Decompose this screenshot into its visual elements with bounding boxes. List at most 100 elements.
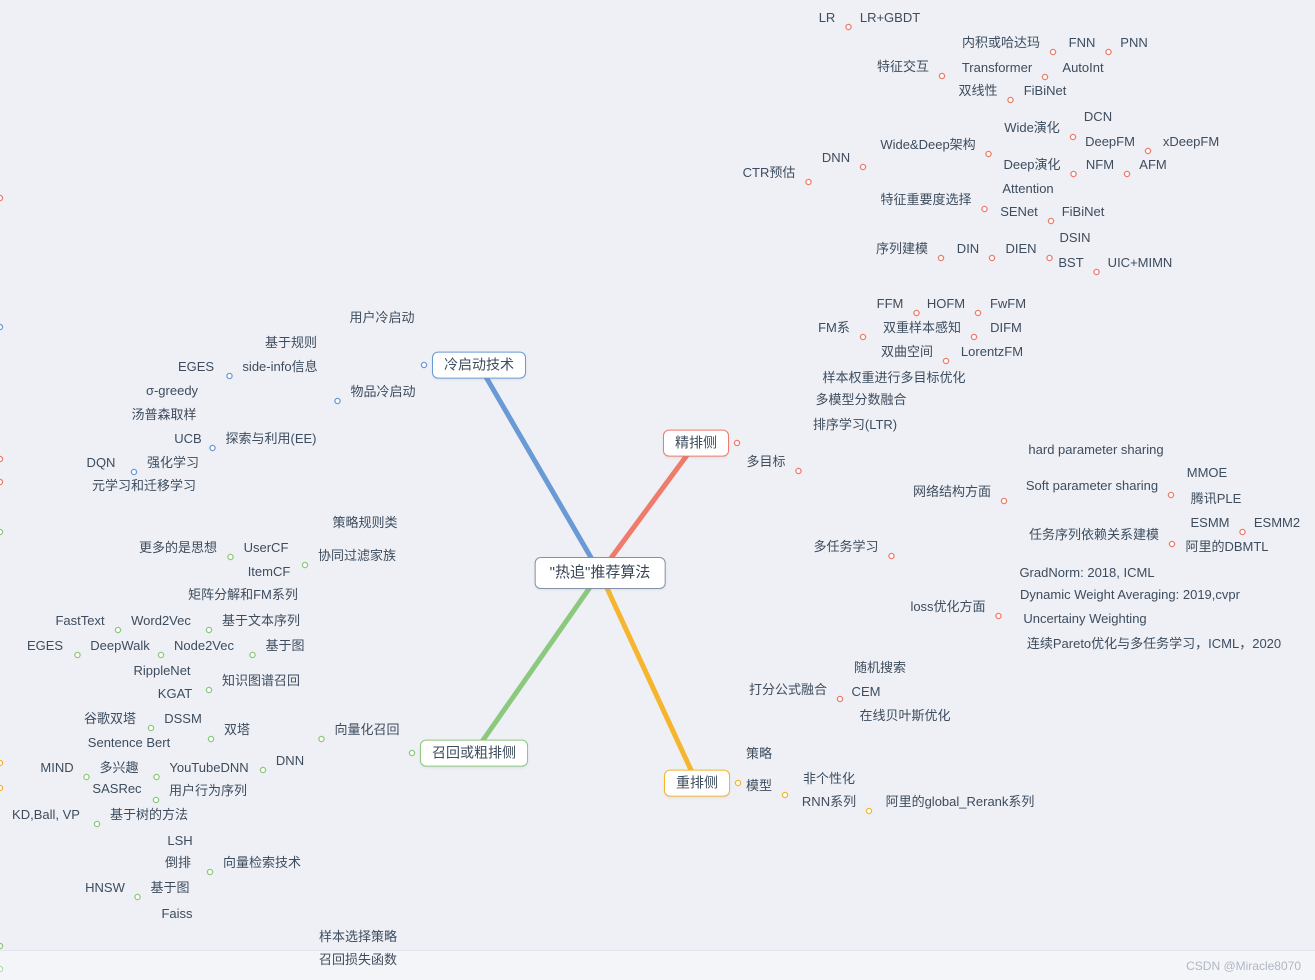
mindmap-node-r8[interactable]: FNN [1068,35,1096,51]
mindmap-node-r3[interactable]: LR [818,10,836,26]
mindmap-node-b11[interactable]: 强化学习 [146,455,200,471]
mindmap-node-r43[interactable]: 排序学习(LTR) [812,417,898,433]
mindmap-node-b7[interactable]: 探索与利用(EE) [225,431,317,447]
mindmap-node-r36[interactable]: 双重样本感知 [882,320,962,336]
mindmap-node-r9[interactable]: PNN [1120,35,1148,51]
mindmap-node-g28[interactable]: SASRec [92,781,142,797]
mindmap-node-r28[interactable]: DIEN [1005,241,1037,257]
mindmap-node-r20[interactable]: NFM [1085,157,1115,173]
mindmap-node-r50[interactable]: 任务序列依赖关系建模 [1028,527,1160,543]
mindmap-node-r13[interactable]: FiBiNet [1023,83,1067,99]
mindmap-node-r22[interactable]: 特征重要度选择 [880,192,972,208]
mindmap-node-r21[interactable]: AFM [1139,157,1167,173]
mindmap-node-g5[interactable]: 更多的是思想 [138,540,218,556]
mindmap-node-y5[interactable]: RNN系列 [801,794,857,810]
mindmap-node-r53[interactable]: 阿里的DBMTL [1185,539,1269,555]
mindmap-node-r47[interactable]: Soft parameter sharing [1025,478,1159,494]
mindmap-node-r15[interactable]: Wide演化 [1004,120,1060,136]
mindmap-node-g13[interactable]: Node2Vec [174,638,234,654]
mindmap-node-r17[interactable]: DeepFM [1085,134,1135,150]
mindmap-node-r54[interactable]: loss优化方面 [910,599,986,615]
mindmap-node-g30[interactable]: KD,Ball, VP [12,807,80,823]
mindmap-node-r11[interactable]: AutoInt [1062,60,1104,76]
mindmap-node-g7[interactable]: 向量化召回 [334,722,400,738]
mindmap-node-r31[interactable]: UIC+MIMN [1107,255,1173,271]
mindmap-node-b8[interactable]: σ-greedy [145,383,199,399]
mindmap-node-r38[interactable]: 双曲空间 [880,344,934,360]
mindmap-node-r6[interactable]: 特征交互 [876,59,930,75]
mindmap-node-g29[interactable]: 基于树的方法 [109,807,189,823]
mindmap-node-g31[interactable]: 向量检索技术 [222,855,302,871]
mindmap-node-r26[interactable]: 序列建模 [875,241,929,257]
mindmap-node-g22[interactable]: 谷歌双塔 [83,711,137,727]
mindmap-node-r37[interactable]: DIFM [990,320,1022,336]
mindmap-node-r4[interactable]: LR+GBDT [859,10,921,26]
mindmap-node-r12[interactable]: 双线性 [958,83,998,99]
mindmap-node-r57[interactable]: Uncertainy Weighting [1023,611,1147,627]
mindmap-node-r42[interactable]: 多模型分数融合 [815,392,907,408]
mindmap-node-r48[interactable]: MMOE [1186,465,1228,481]
mindmap-node-g9[interactable]: 基于文本序列 [221,613,301,629]
mindmap-node-g10[interactable]: Word2Vec [131,613,191,629]
mindmap-node-y1[interactable]: 重排侧 [664,769,730,797]
mindmap-node-r34[interactable]: HOFM [926,296,966,312]
mindmap-node-y2[interactable]: 策略 [745,746,773,762]
mindmap-node-g8[interactable]: 矩阵分解和FM系列 [188,587,298,603]
mindmap-node-g37[interactable]: 样本选择策略 [318,929,398,945]
mindmap-node-r44[interactable]: 多任务学习 [813,539,879,555]
mindmap-node-g21[interactable]: DSSM [164,711,202,727]
mindmap-node-g26[interactable]: MIND [40,760,74,776]
mindmap-node-r35[interactable]: FwFM [989,296,1027,312]
mindmap-node-g4[interactable]: UserCF [243,540,289,556]
mindmap-node-b12[interactable]: DQN [86,455,116,471]
mindmap-node-g6[interactable]: ItemCF [247,564,291,580]
mindmap-node-r55[interactable]: GradNorm: 2018, ICML [1019,565,1155,581]
mindmap-node-y6[interactable]: 阿里的global_Rerank系列 [885,794,1035,810]
mindmap-node-r46[interactable]: hard parameter sharing [1028,442,1164,458]
mindmap-node-g15[interactable]: EGES [26,638,64,654]
mindmap-node-r40[interactable]: 多目标 [746,454,786,470]
mindmap-node-g3[interactable]: 协同过滤家族 [317,548,397,564]
mindmap-node-r33[interactable]: FFM [876,296,904,312]
mindmap-node-y3[interactable]: 模型 [745,778,773,794]
mindmap-node-b9[interactable]: 汤普森取样 [131,407,197,423]
mindmap-node-b10[interactable]: UCB [174,431,202,447]
mindmap-node-b2[interactable]: 用户冷启动 [349,310,415,326]
mindmap-node-r18[interactable]: xDeepFM [1162,134,1220,150]
mindmap-node-g33[interactable]: 倒排 [164,855,192,871]
mindmap-node-b3[interactable]: 物品冷启动 [350,384,416,400]
mindmap-node-g27[interactable]: 用户行为序列 [168,783,248,799]
mindmap-node-g2[interactable]: 策略规则类 [332,515,398,531]
mindmap-node-g20[interactable]: 双塔 [223,722,251,738]
mindmap-node-g17[interactable]: RippleNet [133,663,191,679]
mindmap-node-r60[interactable]: 随机搜索 [853,660,907,676]
mindmap-node-r58[interactable]: 连续Pareto优化与多任务学习，ICML，2020 [1026,636,1282,652]
mindmap-node-g36[interactable]: Faiss [161,906,193,922]
mindmap-node-r39[interactable]: LorentzFM [960,344,1024,360]
mindmap-node-b13[interactable]: 元学习和迁移学习 [91,478,197,494]
mindmap-node-g32[interactable]: LSH [167,833,193,849]
mindmap-node-r52[interactable]: ESMM2 [1253,515,1301,531]
mindmap-node-g1[interactable]: 召回或粗排侧 [420,739,528,767]
mindmap-node-g19[interactable]: DNN [275,753,305,769]
mindmap-root-node[interactable]: "热追"推荐算法 [534,557,666,589]
mindmap-node-r49[interactable]: 腾讯PLE [1190,491,1242,507]
mindmap-node-r56[interactable]: Dynamic Weight Averaging: 2019,cvpr [1020,587,1240,603]
mindmap-node-g11[interactable]: FastText [55,613,105,629]
mindmap-node-y4[interactable]: 非个性化 [802,771,856,787]
mindmap-node-g12[interactable]: 基于图 [265,638,305,654]
mindmap-node-g18[interactable]: KGAT [157,686,193,702]
mindmap-node-g24[interactable]: YouTubeDNN [169,760,249,776]
mindmap-node-g25[interactable]: 多兴趣 [99,760,139,776]
mindmap-node-r5[interactable]: DNN [821,150,851,166]
mindmap-node-r30[interactable]: BST [1058,255,1084,271]
mindmap-node-r27[interactable]: DIN [956,241,980,257]
mindmap-node-r2[interactable]: CTR预估 [742,165,796,181]
mindmap-node-r25[interactable]: FiBiNet [1061,204,1105,220]
mindmap-node-g23[interactable]: Sentence Bert [87,735,171,751]
mindmap-node-r32[interactable]: FM系 [818,320,850,336]
mindmap-node-g14[interactable]: DeepWalk [90,638,150,654]
mindmap-node-r24[interactable]: SENet [1000,204,1038,220]
mindmap-node-r7[interactable]: 内积或哈达玛 [961,35,1041,51]
mindmap-node-r61[interactable]: CEM [851,684,881,700]
